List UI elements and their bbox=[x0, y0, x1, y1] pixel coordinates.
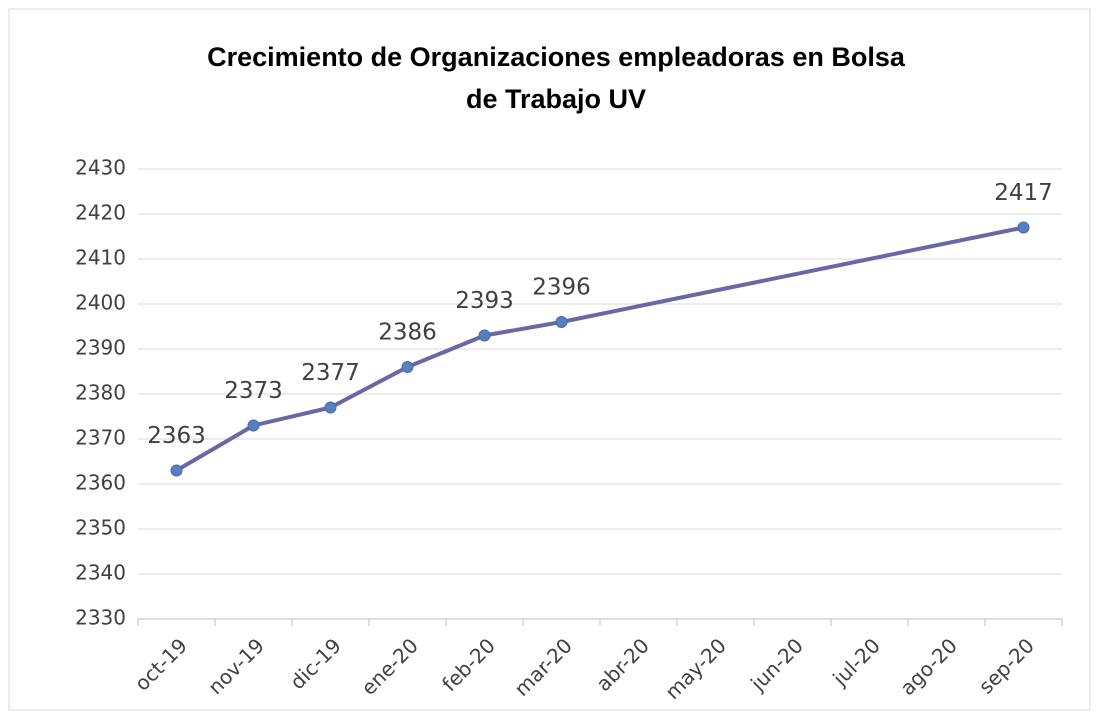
marker bbox=[401, 361, 414, 373]
y-tick-label: 2360 bbox=[75, 471, 126, 495]
y-tick-label: 2410 bbox=[75, 246, 126, 270]
marker bbox=[1017, 221, 1030, 234]
y-tick-label: 2340 bbox=[75, 561, 126, 585]
y-tick-label: 2430 bbox=[75, 156, 126, 180]
marker bbox=[478, 329, 491, 342]
data-label: 2363 bbox=[147, 423, 206, 449]
data-label: 2373 bbox=[224, 378, 283, 404]
marker bbox=[247, 419, 260, 432]
data-label: 2386 bbox=[378, 320, 437, 346]
marker bbox=[555, 316, 568, 328]
data-label: 2377 bbox=[301, 360, 360, 386]
y-tick-label: 2420 bbox=[75, 201, 126, 225]
chart-title: Crecimiento de Organizaciones empleadora… bbox=[207, 42, 906, 72]
y-tick-label: 2330 bbox=[75, 606, 126, 630]
data-label: 2393 bbox=[455, 288, 514, 314]
chart-border bbox=[8, 8, 1091, 711]
y-tick-label: 2370 bbox=[75, 426, 126, 450]
marker bbox=[170, 464, 183, 477]
y-tick-label: 2390 bbox=[75, 336, 126, 360]
data-label: 2417 bbox=[994, 180, 1053, 206]
marker bbox=[324, 401, 337, 414]
y-tick-label: 2350 bbox=[75, 516, 126, 540]
data-label: 2396 bbox=[532, 275, 591, 301]
y-tick-label: 2400 bbox=[75, 291, 126, 315]
chart-title: de Trabajo UV bbox=[466, 84, 646, 114]
y-tick-label: 2380 bbox=[75, 381, 126, 405]
